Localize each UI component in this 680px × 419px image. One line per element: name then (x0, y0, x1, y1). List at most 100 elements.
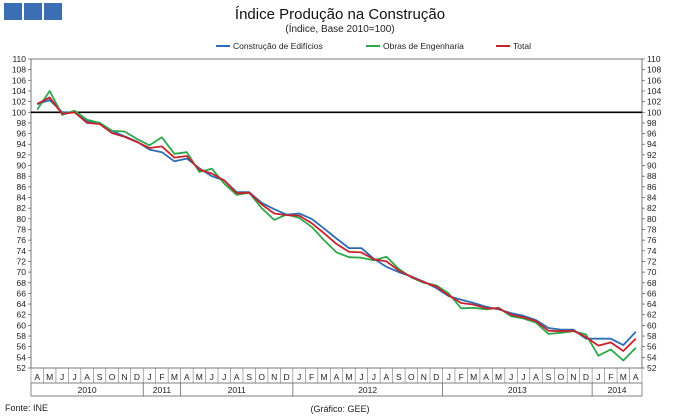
x-month-label: N (570, 372, 576, 382)
y-tick-label-left: 56 (17, 342, 27, 352)
y-tick-label-left: 108 (12, 65, 26, 75)
y-tick-label-left: 78 (17, 224, 27, 234)
x-month-label: D (583, 372, 589, 382)
x-month-label: D (134, 372, 140, 382)
y-tick-label-right: 62 (647, 310, 657, 320)
y-tick-label-right: 92 (647, 150, 657, 160)
logo-square (4, 3, 22, 20)
y-tick-label-left: 86 (17, 182, 27, 192)
y-tick-label-left: 90 (17, 161, 27, 171)
x-month-label: A (184, 372, 190, 382)
y-tick-label-right: 68 (647, 278, 657, 288)
series-line-2 (36, 90, 637, 362)
y-tick-label-right: 96 (647, 129, 657, 139)
logo-square (44, 3, 62, 20)
x-month-label: D (284, 372, 290, 382)
y-tick-label-left: 64 (17, 299, 27, 309)
y-tick-label-right: 102 (647, 97, 661, 107)
x-month-label: S (97, 372, 103, 382)
x-month-label: N (421, 372, 427, 382)
x-month-label: A (234, 372, 240, 382)
y-tick-label-left: 100 (12, 107, 26, 117)
y-tick-label-left: 82 (17, 203, 27, 213)
x-month-label: J (372, 372, 376, 382)
x-month-label: J (509, 372, 513, 382)
y-tick-label-right: 64 (647, 299, 657, 309)
y-tick-label-left: 102 (12, 97, 26, 107)
y-tick-label-right: 88 (647, 171, 657, 181)
y-tick-label-right: 100 (647, 107, 661, 117)
y-tick-label-left: 104 (12, 86, 26, 96)
y-tick-label-right: 84 (647, 193, 657, 203)
y-tick-label-left: 80 (17, 214, 27, 224)
x-month-label: M (196, 372, 203, 382)
x-month-label: N (121, 372, 127, 382)
y-tick-label-left: 70 (17, 267, 27, 277)
y-tick-label-right: 60 (647, 320, 657, 330)
x-month-label: J (60, 372, 64, 382)
x-month-label: J (297, 372, 301, 382)
y-tick-label-right: 70 (647, 267, 657, 277)
y-tick-label-right: 56 (647, 342, 657, 352)
source-note: Fonte: INE (5, 403, 49, 413)
y-tick-label-left: 76 (17, 235, 27, 245)
series-line-3 (36, 96, 637, 352)
x-month-label: A (633, 372, 639, 382)
chart-subtitle: (Índice, Base 2010=100) (285, 24, 395, 35)
y-tick-label-left: 110 (12, 54, 26, 64)
x-month-label: M (320, 372, 327, 382)
legend-label: Construção de Edifícios (233, 41, 323, 51)
y-tick-label-left: 66 (17, 288, 27, 298)
y-tick-label-right: 98 (647, 118, 657, 128)
legend-label: Obras de Engenharia (383, 41, 464, 51)
year-label: 2014 (608, 385, 627, 395)
y-tick-label-left: 106 (12, 75, 26, 85)
y-tick-label-left: 74 (17, 246, 27, 256)
x-month-label: S (396, 372, 402, 382)
x-month-label: J (359, 372, 363, 382)
x-month-label: F (309, 372, 314, 382)
logo-square (24, 3, 42, 20)
year-label: 2013 (508, 385, 527, 395)
series-line-1 (36, 99, 637, 347)
y-tick-label-left: 84 (17, 193, 27, 203)
y-tick-label-right: 94 (647, 139, 657, 149)
y-tick-label-left: 88 (17, 171, 27, 181)
x-month-label: M (171, 372, 178, 382)
x-month-label: A (334, 372, 340, 382)
y-tick-label-right: 90 (647, 161, 657, 171)
x-month-label: J (596, 372, 600, 382)
x-month-label: M (620, 372, 627, 382)
y-tick-label-right: 78 (647, 224, 657, 234)
x-month-label: O (408, 372, 415, 382)
x-month-label: O (558, 372, 565, 382)
y-tick-label-right: 66 (647, 288, 657, 298)
y-tick-label-right: 76 (647, 235, 657, 245)
x-month-label: O (258, 372, 265, 382)
year-label: 2011 (153, 385, 172, 395)
y-tick-label-right: 86 (647, 182, 657, 192)
chart-title: Índice Produção na Construção (234, 6, 446, 23)
x-month-label: M (470, 372, 477, 382)
x-month-label: J (447, 372, 451, 382)
x-month-label: A (34, 372, 40, 382)
year-label: 2012 (358, 385, 377, 395)
y-tick-label-right: 72 (647, 256, 657, 266)
x-month-label: F (608, 372, 613, 382)
y-tick-label-right: 74 (647, 246, 657, 256)
y-tick-label-left: 54 (17, 352, 27, 362)
x-month-label: J (210, 372, 214, 382)
x-month-label: S (246, 372, 252, 382)
y-tick-label-right: 104 (647, 86, 661, 96)
y-tick-label-right: 106 (647, 75, 661, 85)
x-month-label: N (271, 372, 277, 382)
x-month-label: A (533, 372, 539, 382)
y-tick-label-left: 96 (17, 129, 27, 139)
x-month-label: J (222, 372, 226, 382)
y-tick-label-left: 58 (17, 331, 27, 341)
x-month-label: M (46, 372, 53, 382)
x-month-label: J (73, 372, 77, 382)
plot-frame (30, 58, 643, 369)
y-tick-label-left: 94 (17, 139, 27, 149)
